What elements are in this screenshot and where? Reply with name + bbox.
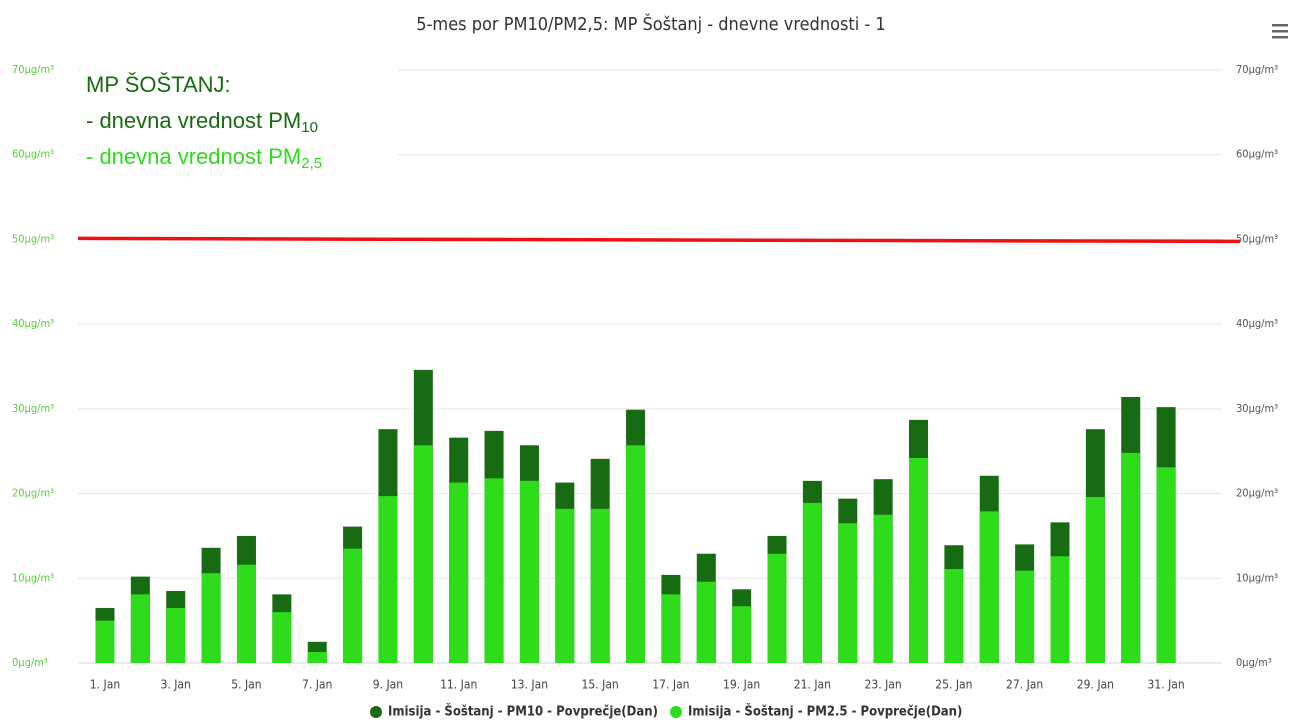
- bar: [343, 548, 363, 663]
- bar: [130, 594, 150, 663]
- x-tick-label: 3. Jan: [161, 678, 191, 692]
- x-tick-label: 7. Jan: [302, 678, 332, 692]
- bar: [272, 612, 292, 663]
- x-tick-label: 27. Jan: [1006, 678, 1043, 692]
- bar: [944, 568, 964, 663]
- bar: [519, 480, 539, 663]
- x-tick-label: 29. Jan: [1077, 678, 1114, 692]
- bar: [767, 553, 787, 663]
- x-tick-label: 1. Jan: [90, 678, 120, 692]
- x-tick-label: 9. Jan: [373, 678, 403, 692]
- annotation-text: - dnevna vrednost PM: [86, 144, 301, 169]
- y2-tick-label: 50µg/m³: [1236, 232, 1278, 245]
- menu-bar[interactable]: [1272, 36, 1288, 39]
- x-tick-label: 17. Jan: [652, 678, 689, 692]
- chart-title: 5-mes por PM10/PM2,5: MP Šoštanj - dnevn…: [416, 13, 885, 35]
- bar: [1050, 556, 1070, 663]
- y2-tick-label: 70µg/m³: [1236, 63, 1278, 76]
- bar: [590, 508, 610, 663]
- bar: [1085, 496, 1105, 663]
- bar: [307, 651, 327, 663]
- y2-tick-label: 0µg/m³: [1236, 656, 1272, 669]
- bar: [1156, 467, 1176, 663]
- x-tick-label: 11. Jan: [440, 678, 477, 692]
- bar: [1121, 452, 1141, 663]
- x-tick-label: 19. Jan: [723, 678, 760, 692]
- bar: [909, 457, 929, 663]
- annotation: - dnevna vrednost PM10: [86, 108, 318, 136]
- menu-bar[interactable]: [1272, 24, 1288, 27]
- bar: [1015, 570, 1035, 663]
- menu-button[interactable]: [1272, 24, 1288, 39]
- x-tick-label: 13. Jan: [511, 678, 548, 692]
- bar: [838, 523, 858, 663]
- annotation: MP ŠOŠTANJ:: [86, 72, 231, 97]
- bar: [484, 478, 504, 663]
- bar: [413, 445, 433, 663]
- bar: [732, 606, 752, 663]
- y-tick-label: 20µg/m³: [12, 487, 54, 500]
- legend-marker: [670, 706, 682, 718]
- x-tick-label: 15. Jan: [582, 678, 619, 692]
- x-tick-label: 5. Jan: [231, 678, 261, 692]
- y2-tick-label: 20µg/m³: [1236, 487, 1278, 500]
- y-tick-label: 30µg/m³: [12, 402, 54, 415]
- annotation-text: - dnevna vrednost PM: [86, 108, 301, 133]
- bar: [661, 594, 681, 663]
- y2-tick-label: 30µg/m³: [1236, 402, 1278, 415]
- menu-bar[interactable]: [1272, 30, 1288, 33]
- bar: [979, 511, 999, 663]
- bar: [201, 573, 221, 663]
- y-tick-label: 50µg/m³: [12, 232, 54, 245]
- bar: [555, 508, 575, 663]
- y-tick-label: 60µg/m³: [12, 148, 54, 161]
- bar: [802, 502, 822, 663]
- y-tick-label: 10µg/m³: [12, 571, 54, 584]
- bar: [626, 445, 646, 663]
- y2-tick-label: 40µg/m³: [1236, 317, 1278, 330]
- bar: [873, 514, 893, 663]
- y-tick-label: 70µg/m³: [12, 63, 54, 76]
- x-tick-label: 25. Jan: [935, 678, 972, 692]
- x-tick-label: 31. Jan: [1147, 678, 1184, 692]
- bar: [236, 564, 256, 663]
- y-tick-label: 40µg/m³: [12, 317, 54, 330]
- bar: [696, 581, 716, 663]
- bar: [166, 607, 186, 663]
- bar: [378, 496, 398, 663]
- annotation-subscript: 10: [301, 119, 318, 136]
- legend-label: Imisija - Šoštanj - PM2.5 - Povprečje(Da…: [688, 704, 962, 720]
- legend-marker: [370, 706, 382, 718]
- legend-label: Imisija - Šoštanj - PM10 - Povprečje(Dan…: [388, 704, 658, 720]
- annotation-text: MP ŠOŠTANJ:: [86, 72, 231, 97]
- annotation: - dnevna vrednost PM2,5: [86, 144, 322, 172]
- bar: [449, 482, 469, 663]
- threshold-line: [77, 236, 1241, 244]
- bar: [95, 620, 115, 663]
- annotation-subscript: 2,5: [301, 155, 322, 172]
- x-tick-label: 23. Jan: [865, 678, 902, 692]
- y2-tick-label: 60µg/m³: [1236, 148, 1278, 161]
- annotation-background: [80, 60, 398, 178]
- y2-tick-label: 10µg/m³: [1236, 571, 1278, 584]
- y-tick-label: 0µg/m³: [12, 656, 48, 669]
- x-tick-label: 21. Jan: [794, 678, 831, 692]
